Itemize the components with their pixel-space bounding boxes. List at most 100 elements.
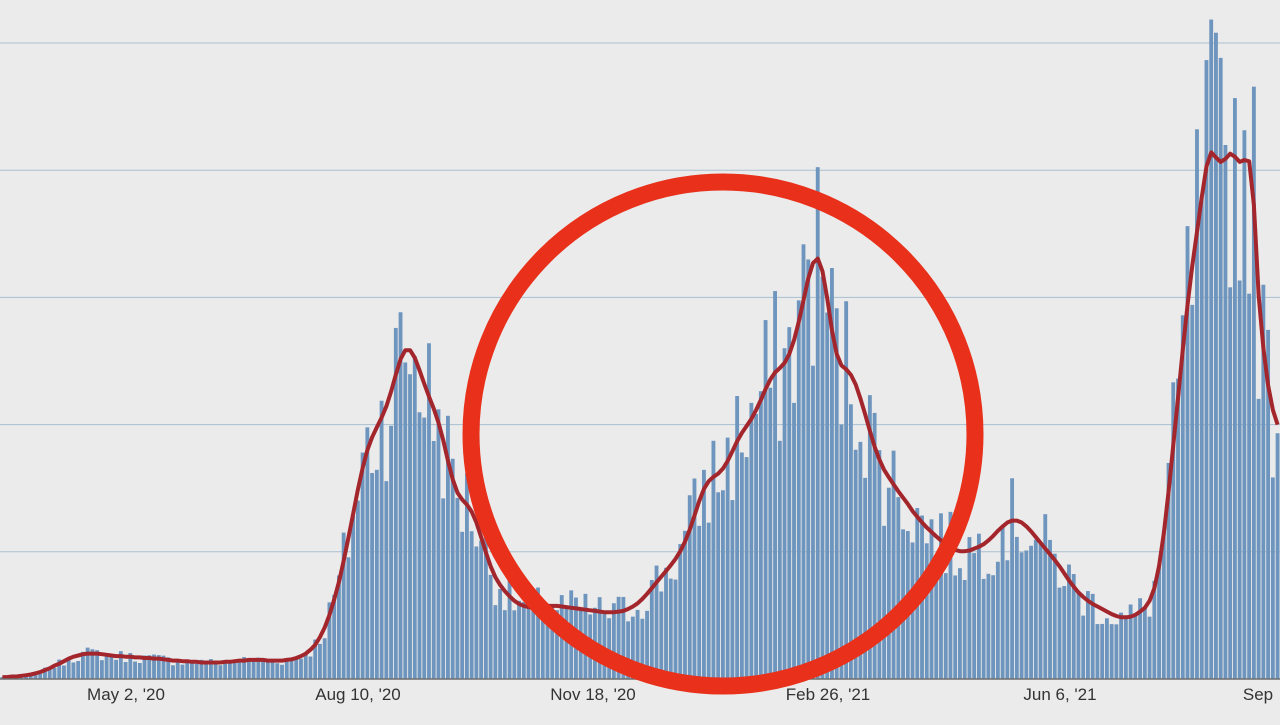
bar: [725, 437, 730, 679]
bar: [1223, 144, 1228, 679]
bar: [801, 244, 806, 679]
bar: [166, 657, 171, 679]
bar: [976, 533, 981, 679]
bar: [57, 659, 62, 679]
x-tick-label: May 2, '20: [87, 685, 165, 704]
bar: [1043, 514, 1048, 679]
bar: [275, 663, 280, 679]
bar: [128, 653, 133, 679]
bar: [1185, 226, 1190, 679]
bar: [654, 565, 659, 679]
bar: [393, 327, 398, 679]
bar: [327, 602, 332, 679]
bar: [1152, 580, 1157, 679]
moving-average-series: [2, 150, 1280, 680]
bar: [1138, 598, 1143, 679]
bar: [284, 658, 289, 679]
bar: [62, 665, 66, 679]
bar: [716, 492, 721, 679]
bar: [469, 531, 474, 679]
bar: [536, 587, 540, 679]
bar: [621, 596, 626, 679]
bar: [872, 412, 877, 679]
bar: [360, 452, 365, 679]
bar: [792, 402, 796, 679]
bar: [787, 327, 792, 679]
bar: [1147, 616, 1152, 679]
bar: [412, 356, 417, 679]
bar: [1232, 98, 1237, 679]
bar: [749, 402, 754, 679]
bar: [744, 457, 749, 679]
bar: [1266, 329, 1271, 679]
bar: [1057, 587, 1062, 679]
bar: [1247, 293, 1252, 679]
bar: [251, 661, 256, 679]
bar: [796, 300, 801, 679]
bar: [1195, 129, 1199, 679]
bar: [1095, 624, 1100, 679]
bar: [1081, 615, 1086, 679]
bar: [735, 396, 740, 679]
bar: [341, 532, 346, 679]
bar: [483, 533, 488, 679]
bar: [502, 610, 507, 679]
gridlines: [0, 42, 1280, 553]
bar: [265, 661, 270, 679]
bar: [137, 662, 142, 679]
bar: [1104, 618, 1109, 679]
bar: [1038, 541, 1043, 679]
bar: [948, 511, 953, 679]
bar: [346, 557, 351, 679]
bar: [1275, 433, 1280, 679]
x-tick-label: Sep: [1243, 685, 1273, 704]
bar: [1067, 564, 1071, 679]
bar: [1190, 304, 1195, 679]
bar: [943, 573, 948, 679]
bar: [1100, 623, 1105, 679]
bar: [953, 575, 958, 679]
bar: [1005, 560, 1010, 679]
bar: [754, 413, 759, 679]
bar: [597, 597, 602, 679]
bar: [939, 513, 943, 679]
bar: [488, 574, 493, 679]
bar: [1242, 130, 1247, 679]
bar: [299, 658, 303, 679]
bar: [702, 469, 706, 679]
bar: [1071, 574, 1076, 679]
bar: [531, 598, 536, 679]
bar: [853, 449, 858, 679]
bar: [199, 659, 204, 679]
bar: [1133, 613, 1138, 679]
bar: [493, 605, 498, 679]
bar: [256, 657, 261, 679]
bar: [43, 667, 47, 679]
bar: [33, 671, 38, 679]
bar: [123, 662, 128, 679]
bar: [507, 574, 512, 679]
bar: [512, 610, 517, 679]
bar: [389, 425, 393, 679]
bar: [1199, 197, 1204, 679]
bar: [66, 659, 71, 679]
bar: [1161, 530, 1166, 679]
x-tick-label: Aug 10, '20: [315, 685, 400, 704]
bar: [739, 452, 744, 679]
bar: [370, 472, 375, 679]
bar: [464, 473, 469, 679]
bar: [246, 658, 251, 679]
bar: [564, 606, 569, 679]
bar: [76, 661, 81, 679]
bar: [1076, 592, 1081, 679]
x-tick-label: Jun 6, '21: [1023, 685, 1096, 704]
bar: [540, 615, 545, 679]
bar: [1119, 612, 1124, 679]
bar: [687, 495, 692, 679]
bar: [161, 655, 166, 679]
bar: [384, 481, 389, 679]
bar: [455, 497, 460, 679]
bar: [133, 661, 137, 679]
bar: [995, 561, 1000, 679]
bar: [289, 659, 294, 679]
